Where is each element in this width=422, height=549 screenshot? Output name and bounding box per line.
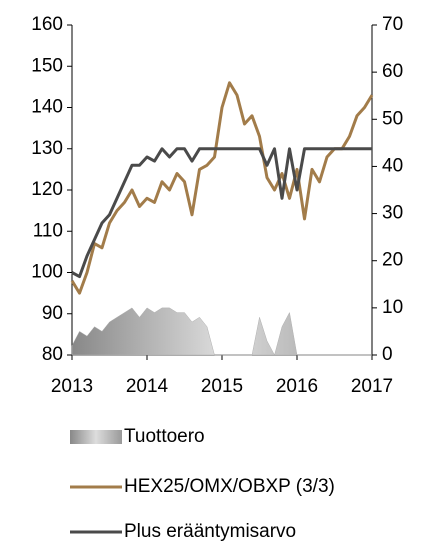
x-tick-label: 2013 xyxy=(51,376,93,397)
y-tick-label: 90 xyxy=(42,303,63,324)
y-tick-label: 150 xyxy=(31,55,63,76)
y2-tick-label: 40 xyxy=(382,155,403,176)
y-tick-label: 100 xyxy=(31,262,63,283)
line xyxy=(70,81,374,295)
legend-swatch xyxy=(70,430,122,444)
legend-label: Plus erääntymisarvo xyxy=(124,521,296,542)
y-tick-label: 120 xyxy=(31,179,63,200)
legend-label: Tuottoero xyxy=(124,426,205,447)
y-tick-label: 140 xyxy=(31,97,63,118)
y2-tick-label: 0 xyxy=(382,344,393,365)
x-tick-label: 2014 xyxy=(126,376,169,397)
x-tick-label: 2017 xyxy=(351,376,393,397)
y2-tick-label: 20 xyxy=(382,250,403,271)
legend-label: HEX25/OMX/OBXP (3/3) xyxy=(124,476,335,497)
area xyxy=(71,307,372,356)
y-tick-label: 160 xyxy=(31,14,63,35)
y2-tick-label: 50 xyxy=(382,108,403,129)
line xyxy=(71,147,372,279)
x-tick-label: 2016 xyxy=(276,376,318,397)
y-tick-label: 80 xyxy=(42,344,63,365)
y2-tick-label: 60 xyxy=(382,61,403,82)
y-tick-label: 130 xyxy=(31,138,63,159)
y-tick-label: 110 xyxy=(33,220,63,241)
y2-tick-label: 30 xyxy=(382,203,403,224)
x-tick-label: 2015 xyxy=(201,376,243,397)
y2-tick-label: 70 xyxy=(382,14,403,35)
y2-tick-label: 10 xyxy=(382,297,403,318)
